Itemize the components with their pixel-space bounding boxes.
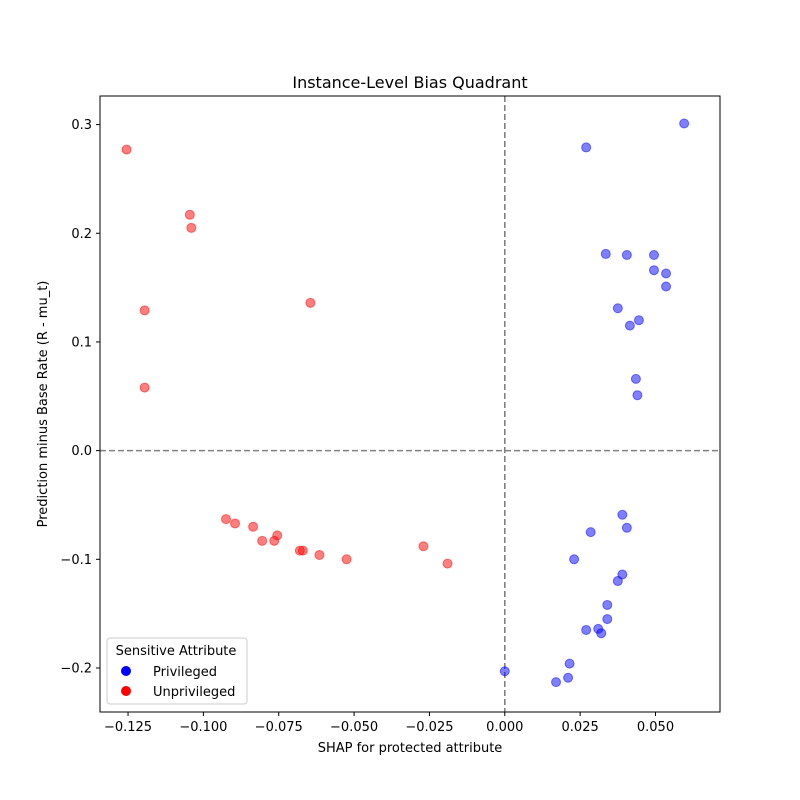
y-tick-label: −0.2: [60, 661, 92, 676]
point-privileged-6: [661, 268, 672, 279]
point-privileged-12: [632, 390, 643, 401]
x-tick-label: 0.025: [562, 720, 599, 735]
point-privileged-4: [648, 249, 659, 260]
point-privileged-18: [612, 576, 623, 587]
y-axis-label: Prediction minus Base Rate (R - mu_t): [36, 281, 51, 528]
point-privileged-15: [585, 527, 596, 538]
y-tick-label: 0.3: [71, 118, 92, 133]
point-privileged-2: [600, 248, 611, 259]
y-tick-label: 0.2: [71, 227, 92, 242]
point-privileged-22: [596, 628, 607, 639]
point-unprivileged-7: [230, 518, 241, 529]
point-privileged-19: [602, 599, 613, 610]
point-privileged-27: [499, 666, 510, 677]
point-privileged-11: [630, 373, 641, 384]
y-axis: −0.2 −0.1 0.0 0.1 0.2 0.3: [60, 118, 100, 676]
x-axis: −0.125 −0.100 −0.075 −0.050 −0.025 0.000 0.025…: [104, 712, 674, 735]
legend-marker-unprivileged: [121, 686, 131, 696]
point-unprivileged-0: [121, 144, 132, 155]
point-unprivileged-11: [269, 535, 280, 546]
point-privileged-9: [633, 315, 644, 326]
point-privileged-14: [621, 522, 632, 533]
point-privileged-24: [564, 658, 575, 669]
point-unprivileged-6: [220, 514, 231, 525]
legend-label-unprivileged: Unprivileged: [153, 685, 235, 700]
legend-box: [106, 637, 248, 705]
x-tick-label: −0.075: [255, 720, 303, 735]
x-tick-label: −0.025: [405, 720, 453, 735]
x-tick-label: 0.050: [637, 720, 674, 735]
point-privileged-3: [621, 249, 632, 260]
legend: Sensitive Attribute Privileged Unprivile…: [106, 637, 248, 705]
point-unprivileged-8: [248, 521, 259, 532]
x-tick-label: −0.050: [330, 720, 378, 735]
point-unprivileged-17: [442, 558, 453, 569]
y-tick-label: 0.0: [71, 444, 92, 459]
point-privileged-25: [563, 672, 574, 683]
point-privileged-5: [648, 265, 659, 276]
x-tick-label: −0.125: [104, 720, 152, 735]
y-tick-label: −0.1: [60, 553, 92, 568]
point-unprivileged-14: [314, 549, 325, 560]
plot-frame: [99, 95, 721, 713]
point-privileged-13: [617, 509, 628, 520]
point-unprivileged-3: [139, 305, 150, 316]
point-privileged-16: [569, 554, 580, 565]
legend-label-privileged: Privileged: [153, 665, 217, 680]
point-unprivileged-1: [184, 209, 195, 220]
point-privileged-26: [551, 677, 562, 688]
point-privileged-1: [581, 142, 592, 153]
x-tick-label: 0.000: [486, 720, 523, 735]
x-tick-label: −0.100: [179, 720, 227, 735]
point-unprivileged-15: [341, 554, 352, 565]
point-privileged-8: [612, 303, 623, 314]
point-unprivileged-2: [186, 222, 197, 233]
x-axis-label: SHAP for protected attribute: [318, 741, 503, 756]
legend-marker-privileged: [121, 666, 131, 676]
legend-title: Sensitive Attribute: [116, 644, 237, 659]
plot-area: [100, 96, 720, 712]
point-unprivileged-16: [418, 541, 429, 552]
point-privileged-7: [661, 281, 672, 292]
point-privileged-0: [679, 118, 690, 129]
chart-title: Instance-Level Bias Quadrant: [292, 73, 527, 92]
point-privileged-23: [581, 624, 592, 635]
point-unprivileged-10: [257, 535, 268, 546]
point-unprivileged-13: [297, 545, 308, 556]
point-unprivileged-4: [305, 297, 316, 308]
point-privileged-20: [602, 614, 613, 625]
point-unprivileged-5: [139, 382, 150, 393]
point-privileged-10: [624, 320, 635, 331]
y-tick-label: 0.1: [71, 335, 92, 350]
